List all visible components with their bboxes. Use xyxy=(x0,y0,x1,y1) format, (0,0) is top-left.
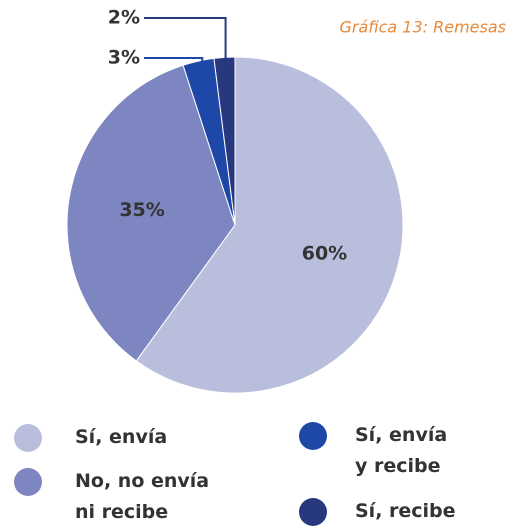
legend-swatch xyxy=(299,498,327,526)
pie-slice xyxy=(66,64,236,362)
legend-label: Sí, envía y recibe xyxy=(355,424,448,477)
legend-swatch xyxy=(299,422,327,450)
pie-slice xyxy=(135,56,404,394)
legend-label: No, no envía ni recibe xyxy=(75,470,210,523)
data-label: 35% xyxy=(119,199,164,221)
legend-swatch xyxy=(14,468,42,496)
data-label: 3% xyxy=(108,47,140,69)
legend-label: Sí, envía xyxy=(75,426,168,448)
data-label: 60% xyxy=(302,243,347,265)
legend-label: Sí, recibe xyxy=(355,500,456,522)
data-label: 2% xyxy=(108,7,140,29)
pie-slice xyxy=(213,56,236,226)
leader-line xyxy=(144,17,227,76)
chart-title: Gráfica 13: Remesas xyxy=(339,18,506,37)
leader-line xyxy=(144,57,204,79)
legend-swatch xyxy=(14,424,42,452)
